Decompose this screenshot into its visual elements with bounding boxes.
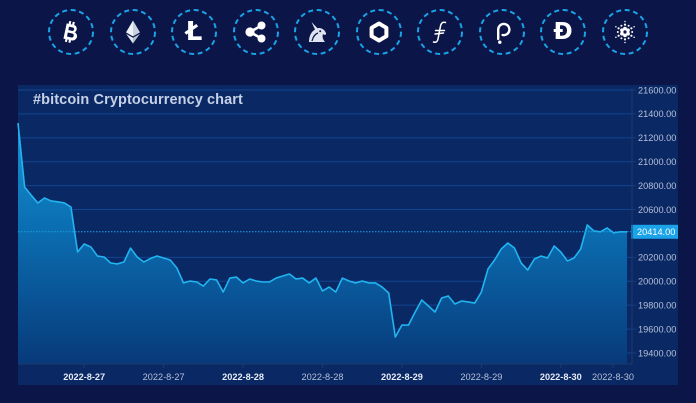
y-axis-label: 19800.00 — [638, 300, 676, 310]
coin-cardano-button[interactable] — [601, 9, 648, 55]
litecoin-icon: Ł — [185, 17, 203, 47]
x-axis-label: 2022-8-27 — [63, 372, 105, 382]
current-price-tag — [631, 224, 678, 239]
y-axis-label: 21600.00 — [638, 85, 676, 95]
y-axis-label: 20600.00 — [638, 205, 676, 215]
x-axis-label: 2022-8-29 — [381, 372, 423, 382]
dogecoin-icon: Đ — [553, 19, 573, 45]
dashed-ring — [601, 9, 648, 55]
y-axis-label: 21400.00 — [638, 109, 676, 119]
axes: 21600.00 21400.00 21200.00 21000.00 20800.00… — [18, 85, 678, 382]
bitcoin-icon — [63, 20, 78, 43]
x-axis-label: 2022-8-29 — [460, 372, 502, 382]
coin-ethereum-button[interactable] — [109, 9, 156, 55]
chainlink-icon — [369, 21, 388, 43]
uniswap-icon — [309, 22, 327, 42]
dashed-ring — [417, 9, 463, 55]
coin-filecoin-button[interactable] — [417, 9, 463, 55]
coin-polkadot-button[interactable] — [478, 9, 525, 55]
x-axis-label: 2022-8-28 — [222, 372, 264, 382]
price-line — [17, 122, 627, 338]
coin-chainlink-button[interactable] — [355, 9, 402, 55]
x-axis-label: 2022-8-28 — [302, 372, 344, 382]
y-axis-label: 21000.00 — [638, 157, 676, 167]
x-axis-label: 2022-8-30 — [540, 372, 582, 382]
dashed-ring — [232, 9, 279, 55]
chart-title: #bitcoin Cryptocurrency chart — [33, 92, 243, 108]
coin-dogecoin-button[interactable]: Đ — [540, 9, 586, 55]
current-price-label: 20414.00 — [637, 227, 675, 237]
coin-uniswap-button[interactable] — [294, 9, 340, 55]
y-axis-label: 20200.00 — [638, 253, 676, 263]
x-axis-label: 2022-8-27 — [143, 372, 185, 382]
y-axis-label: 19400.00 — [638, 348, 676, 358]
x-axis-label: 2022-8-30 — [592, 372, 634, 382]
coin-bitcoin-button[interactable] — [48, 9, 94, 55]
dashed-ring — [171, 9, 217, 55]
cardano-icon — [614, 20, 635, 44]
xrp-icon — [244, 21, 265, 43]
dashed-ring — [478, 9, 525, 55]
dashed-ring — [355, 9, 402, 55]
dashed-ring — [294, 9, 340, 55]
y-axis-label: 19600.00 — [638, 324, 676, 334]
dashed-ring — [540, 9, 586, 55]
y-axis-label: 20800.00 — [638, 181, 676, 191]
price-series — [17, 122, 632, 365]
coin-litecoin-button[interactable]: Ł — [171, 9, 217, 55]
price-area-fill — [18, 122, 627, 365]
polkadot-icon — [496, 22, 511, 44]
dashed-ring — [48, 9, 94, 55]
coin-selector-row: Ł — [48, 9, 648, 55]
filecoin-icon — [432, 21, 447, 43]
dashed-ring — [109, 9, 156, 55]
coin-xrp-button[interactable] — [232, 9, 279, 55]
ethereum-icon — [125, 20, 140, 44]
y-axis-label: 20000.00 — [638, 277, 676, 287]
y-axis-label: 21200.00 — [638, 133, 676, 143]
